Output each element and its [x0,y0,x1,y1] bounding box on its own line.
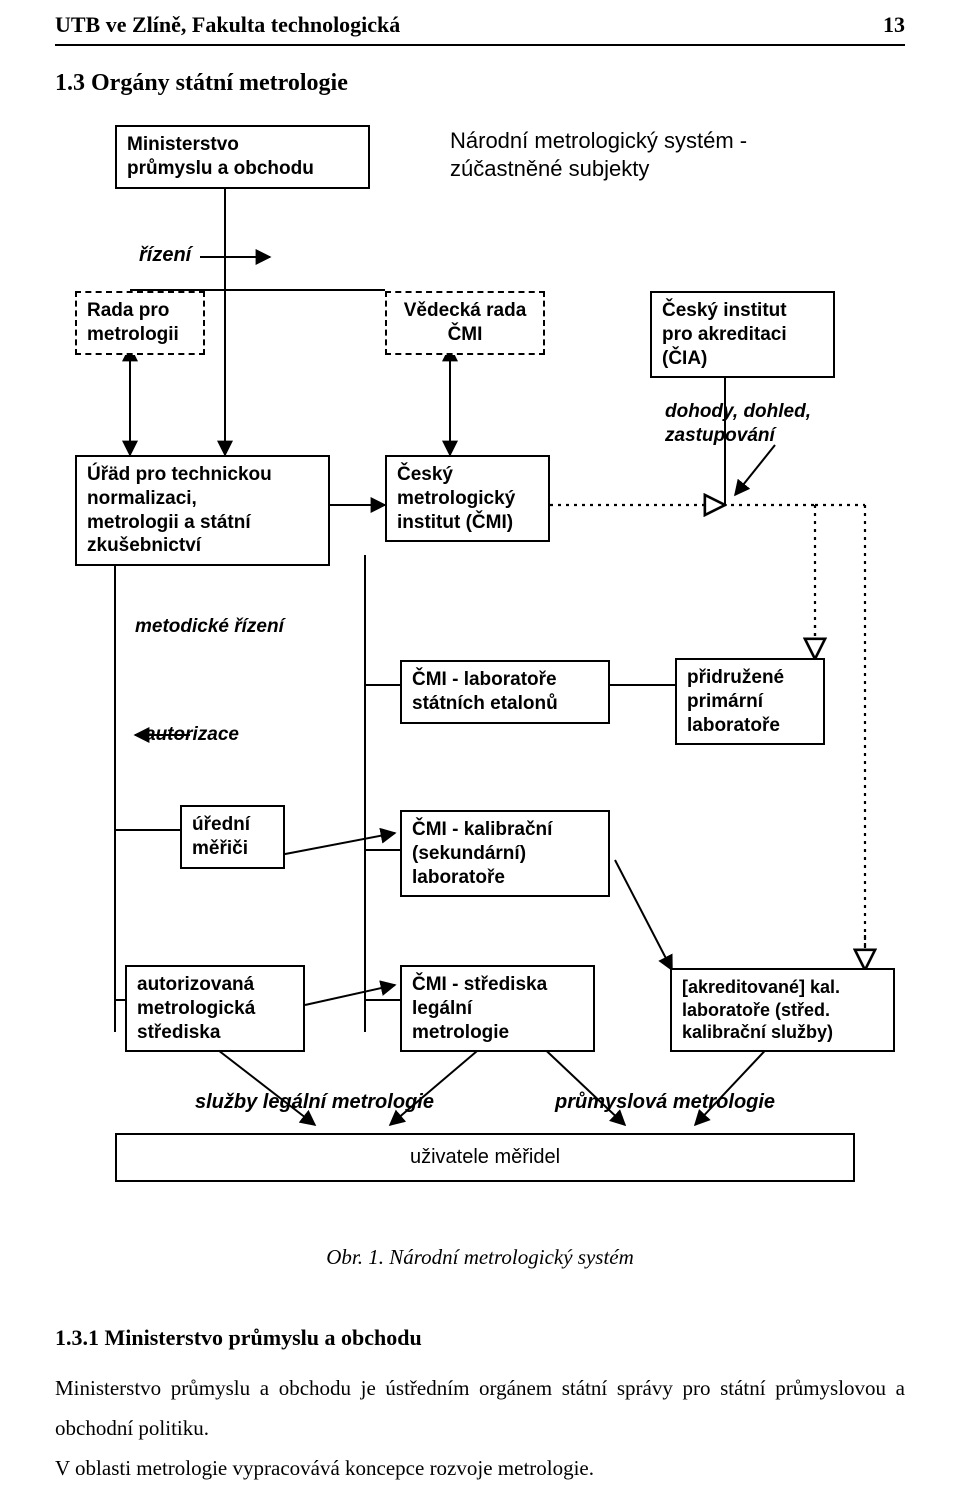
label-prumyslova-text: průmyslová metrologie [555,1091,775,1113]
node-unmz-text: Úřäd pro technickounormalizaci,metrologi… [87,464,272,556]
label-prumyslova: průmyslová metrologie [555,1090,775,1115]
node-uredni-text: úředníměřiči [192,814,250,859]
label-autorizace: autorizace [145,723,239,747]
header-left: UTB ve Zlíně, Fakulta technologická [55,12,400,38]
subsection-p1: Ministerstvo průmyslu a obchodu je ústře… [55,1369,905,1449]
node-akred-text: [akreditované] kal.laboratoře (střed.kal… [682,977,840,1042]
node-autor-str: autorizovanámetrologickástřediska [125,965,305,1052]
label-rizeni-text: řízení [139,244,191,266]
node-autor-str-text: autorizovanámetrologickástřediska [137,974,255,1043]
node-cmi: Českýmetrologickýinstitut (ČMI) [385,455,550,542]
node-uzivatele: uživatele měřidel [115,1133,855,1182]
section-title: 1.3 Orgány státní metrologie [0,70,960,97]
system-title-text: Národní metrologický systém -zúčastněné … [450,128,747,181]
node-cmi-stred: ČMI - střediskalegálnímetrologie [400,965,595,1052]
header-page-number: 13 [883,12,905,38]
node-cmi-etal: ČMI - laboratořestátních etalonů [400,660,610,724]
header-rule [55,44,905,46]
node-pridruzene: přidruženéprimárnílaboratoře [675,658,825,745]
node-akred: [akreditované] kal.laboratoře (střed.kal… [670,968,895,1052]
node-cia-text: Český institutpro akreditaci(ČIA) [662,300,787,369]
node-pridruzene-text: přidruženéprimárnílaboratoře [687,667,784,736]
node-rada-text: Rada prometrologii [87,300,179,345]
node-cmi-text: Českýmetrologickýinstitut (ČMI) [397,464,515,533]
node-mpo-text: Ministerstvoprůmyslu a obchodu [127,134,314,179]
subsection-p2: V oblasti metrologie vypracovává koncepc… [55,1449,905,1489]
system-title: Národní metrologický systém -zúčastněné … [450,127,747,182]
node-cmi-kal: ČMI - kalibrační(sekundární)laboratoře [400,810,610,897]
node-cia: Český institutpro akreditaci(ČIA) [650,291,835,378]
node-unmz: Úřäd pro technickounormalizaci,metrologi… [75,455,330,566]
page-header: UTB ve Zlíně, Fakulta technologická 13 [0,0,960,44]
label-sluzby: služby legální metrologie [195,1090,434,1115]
org-chart-diagram: Ministerstvoprůmyslu a obchodu Národní m… [55,115,905,1215]
label-rizeni: řízení [139,243,191,268]
label-sluzby-text: služby legální metrologie [195,1091,434,1113]
node-cmi-kal-text: ČMI - kalibrační(sekundární)laboratoře [412,819,552,888]
label-metodicke: metodické řízení [135,615,284,639]
node-mpo: Ministerstvoprůmyslu a obchodu [115,125,370,189]
label-autorizace-text: autorizace [145,724,239,745]
node-rada: Rada prometrologii [75,291,205,355]
figure-caption: Obr. 1. Národní metrologický systém [0,1245,960,1270]
subsection: 1.3.1 Ministerstvo průmyslu a obchodu Mi… [0,1325,960,1489]
subsection-title: 1.3.1 Ministerstvo průmyslu a obchodu [55,1325,905,1351]
node-vedecka-text: Vědecká radaČMI [404,300,527,345]
node-cmi-etal-text: ČMI - laboratořestátních etalonů [412,669,558,714]
label-dohody: dohody, dohled,zastupování [665,400,811,448]
node-uzivatele-text: uživatele měřidel [410,1146,560,1168]
node-cmi-stred-text: ČMI - střediskalegálnímetrologie [412,974,547,1043]
node-uredni: úředníměřiči [180,805,285,869]
label-metodicke-text: metodické řízení [135,616,284,637]
label-dohody-text: dohody, dohled,zastupování [665,401,811,446]
node-vedecka: Vědecká radaČMI [385,291,545,355]
